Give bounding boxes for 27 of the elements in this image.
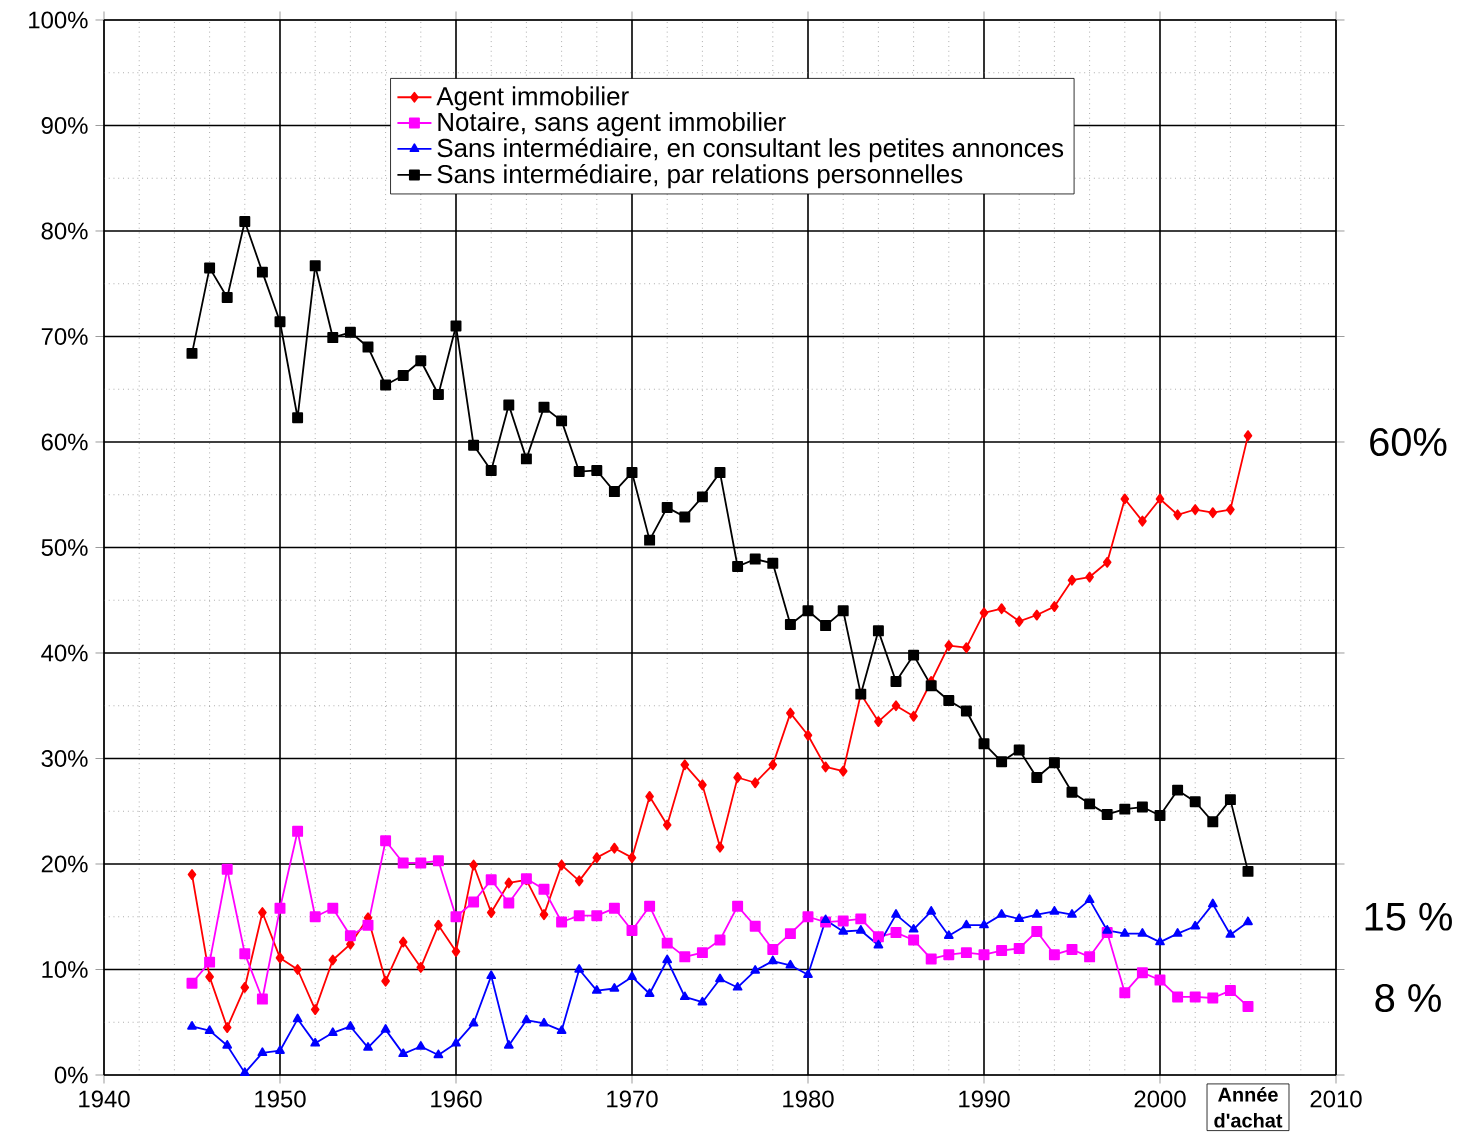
x-tick-label: 1950 <box>255 1090 306 1108</box>
legend-label: Sans intermédiaire, par relations personnelles <box>437 163 963 189</box>
y-tick-label: 90% <box>41 117 88 134</box>
legend-label: Agent immobilier <box>436 86 629 111</box>
legend-label: Sans intermédiaire, en consultant les petites annonces <box>437 137 1064 163</box>
y-tick-label: 50% <box>41 539 88 556</box>
y-tick-label: 80% <box>41 222 88 240</box>
x-tick-label: 1940 <box>79 1090 130 1108</box>
x-axis-title: Année d'achat <box>1214 1086 1283 1128</box>
x-tick-label: 1980 <box>783 1090 834 1108</box>
y-tick-label: 20% <box>41 855 88 873</box>
text: 8 % <box>1375 983 1441 1013</box>
y-tick-label: 100% <box>29 11 88 29</box>
y-tick-label: 60% <box>41 433 88 451</box>
y-tick-label: 70% <box>41 328 88 345</box>
y-tick-label: 0% <box>54 1066 88 1084</box>
x-tick-label: 1960 <box>431 1090 482 1108</box>
x-tick-label: 2010 <box>1310 1090 1362 1108</box>
x-tick-label: 1990 <box>959 1090 1010 1108</box>
x-tick-label: 1970 <box>607 1090 658 1108</box>
text: 15 % <box>1365 902 1452 931</box>
legend-label: Notaire, sans agent immobilier <box>438 112 786 137</box>
x-tick-label: 2000 <box>1134 1090 1186 1108</box>
y-tick-label: 30% <box>41 750 88 767</box>
y-tick-label: 10% <box>42 961 88 978</box>
text: 60% <box>1370 427 1447 457</box>
y-tick-label: 40% <box>41 644 88 662</box>
